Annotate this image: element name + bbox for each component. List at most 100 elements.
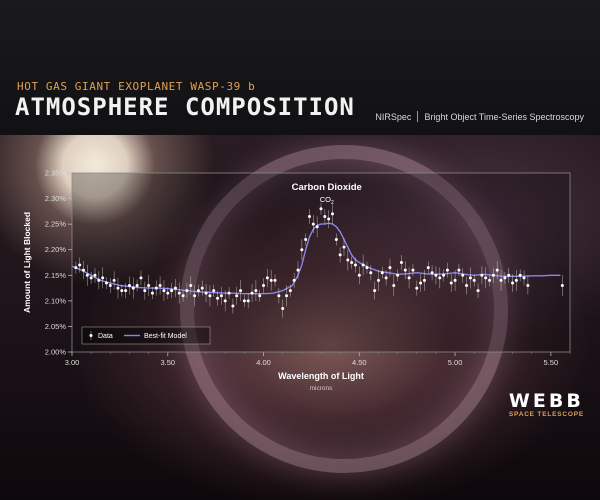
annotation-label: Carbon Dioxide [292,182,362,193]
data-point [442,273,446,277]
instrument-mode: Bright Object Time-Series Spectroscopy [424,111,584,122]
data-point [200,286,204,290]
instrument-name: NIRSpec [375,111,412,122]
data-point [277,294,281,298]
data-point [208,294,212,298]
data-point [488,278,492,282]
data-point [154,286,158,290]
data-point [108,284,112,288]
data-point [522,276,526,280]
data-point [177,291,181,295]
data-point [346,258,350,262]
data-point [461,273,465,277]
y-tick-label: 2.25% [45,220,67,229]
data-point [269,278,273,282]
data-point [380,271,384,275]
webb-logo: WEBB SPACE TELESCOPE [509,390,584,418]
data-point [315,225,319,229]
x-axis-unit: microns [310,385,334,392]
data-point [449,281,453,285]
data-point [468,276,472,280]
data-point [323,214,327,218]
data-point [419,281,423,285]
logo-subtitle: SPACE TELESCOPE [508,411,584,418]
data-point [150,291,154,295]
data-point [89,276,93,280]
data-point [300,248,304,252]
data-point [93,273,97,277]
data-point [101,276,105,280]
x-tick-label: 3.00 [65,358,80,367]
data-point [373,289,377,293]
data-point [258,294,262,298]
data-point [81,268,85,272]
y-axis-label: Amount of Light Blocked [22,212,32,313]
x-tick-label: 4.00 [256,358,271,367]
data-point [135,284,139,288]
data-point [438,276,442,280]
data-point [411,268,415,272]
header-bar: HOT GAS GIANT EXOPLANET WASP-39 b ATMOSP… [0,0,600,135]
data-point [296,268,300,272]
background-artwork [0,135,600,500]
data-point [185,289,189,293]
formula-subscript: 2 [331,200,334,206]
data-point [311,222,315,226]
data-point [338,253,342,257]
data-point [350,261,354,264]
data-point [430,271,434,275]
data-point [384,276,388,280]
data-point [376,278,380,282]
data-point [139,276,143,280]
sup-title: HOT GAS GIANT EXOPLANET WASP-39 b [17,80,256,93]
data-point [147,284,151,288]
data-point [353,263,357,267]
data-point [407,276,411,280]
data-point [480,273,484,277]
data-point [120,289,124,293]
annotation-formula: CO2 [320,195,334,206]
data-point [399,261,403,264]
data-point [173,286,177,290]
x-tick-label: 5.00 [448,358,463,367]
data-point [212,289,216,293]
data-point [196,289,200,293]
data-point [514,278,518,282]
data-point [250,291,254,295]
data-point [491,273,495,277]
data-point [403,268,407,272]
data-point [85,273,89,277]
data-point [526,284,530,288]
y-tick-label: 2.20% [45,245,67,254]
data-point [396,273,400,277]
data-point [518,273,522,277]
data-point [97,278,101,282]
data-point [308,214,312,218]
y-tick-label: 2.05% [45,322,67,331]
data-point [231,304,235,308]
data-point [392,284,396,288]
data-point [78,263,82,267]
y-tick-label: 2.35% [45,169,67,178]
data-point [357,273,361,277]
logo-name: WEBB [508,390,584,412]
data-point [426,266,430,270]
data-point [235,294,239,298]
legend-data-label: Data [98,333,113,340]
data-point [292,278,296,282]
y-tick-label: 2.10% [45,296,67,305]
data-point [189,284,193,288]
x-tick-label: 3.50 [160,358,175,367]
data-point [216,296,220,300]
data-point [181,294,185,298]
data-point [273,278,277,282]
data-point [499,278,503,282]
data-point [219,294,223,298]
formula-main: CO [320,195,331,204]
data-point [242,299,246,303]
data-point [285,294,289,298]
data-point [434,273,438,277]
data-point [511,281,515,285]
data-point [193,294,197,298]
